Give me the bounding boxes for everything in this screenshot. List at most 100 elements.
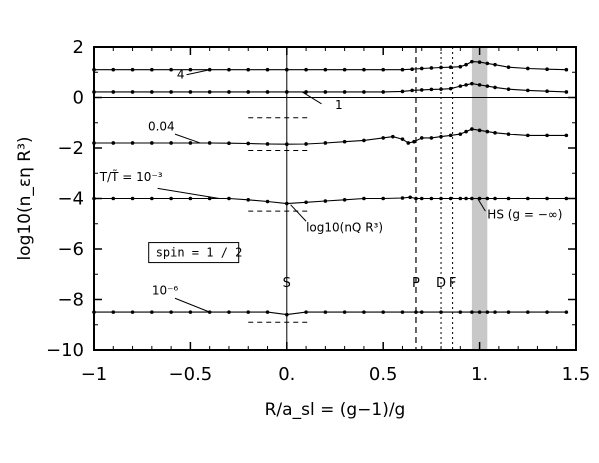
data-point: [506, 87, 511, 91]
data-point: [477, 310, 482, 314]
data-point: [419, 196, 424, 201]
annotation: log10(nQ R³): [306, 220, 383, 234]
series-4: [92, 310, 569, 317]
data-point: [227, 196, 231, 201]
data-point: [485, 129, 490, 134]
data-point: [111, 196, 116, 201]
data-point: [485, 84, 490, 88]
y-tick-label: −4: [57, 189, 84, 210]
series-3: [92, 195, 569, 206]
data-point: [470, 59, 474, 64]
data-point: [493, 310, 497, 314]
data-point: [323, 141, 328, 145]
leader-line: [174, 133, 201, 144]
data-point: [464, 196, 468, 201]
y-tick-label: −6: [57, 239, 84, 260]
data-point: [169, 141, 173, 145]
data-point: [493, 85, 497, 90]
marker-label: P: [412, 276, 420, 291]
series-line: [94, 128, 567, 145]
data-point: [381, 90, 386, 94]
data-point: [485, 310, 490, 314]
data-point: [526, 196, 530, 201]
data-point: [564, 196, 569, 201]
data-point: [188, 196, 193, 201]
x-axis-label: R/a_sl = (g−1)/g: [265, 400, 406, 420]
data-point: [458, 84, 463, 88]
data-point: [470, 127, 474, 131]
marker-label: F: [449, 276, 456, 291]
data-point: [304, 142, 308, 146]
data-point: [227, 310, 231, 314]
data-point: [362, 138, 366, 143]
data-point: [419, 66, 424, 71]
data-point: [526, 133, 530, 138]
spin-box: [148, 242, 240, 264]
data-point: [246, 90, 251, 94]
y-tick-label: 2: [73, 37, 84, 58]
data-point: [458, 196, 463, 201]
data-point: [169, 90, 173, 94]
data-point: [323, 199, 328, 203]
x-tick-label: 1.5: [562, 364, 591, 385]
data-point: [458, 132, 463, 136]
data-point: [400, 196, 405, 200]
x-tick-label: 0.: [278, 364, 295, 385]
data-point: [188, 67, 193, 72]
data-point: [381, 67, 386, 72]
data-point: [545, 67, 549, 72]
data-point: [400, 310, 405, 314]
data-point: [419, 310, 424, 314]
data-point: [412, 139, 416, 144]
data-point: [265, 310, 270, 314]
data-point: [410, 67, 414, 72]
data-point: [150, 90, 154, 94]
data-point: [464, 83, 468, 87]
data-point: [323, 90, 328, 94]
data-point: [400, 67, 405, 72]
data-point: [246, 310, 251, 314]
data-point: [227, 67, 231, 72]
data-point: [429, 87, 434, 92]
data-point: [526, 88, 530, 93]
data-point: [391, 134, 395, 139]
data-point: [381, 310, 386, 314]
data-point: [419, 136, 424, 140]
y-tick-label: −8: [57, 290, 84, 311]
data-point: [526, 66, 530, 71]
data-point: [493, 196, 497, 201]
data-point: [227, 141, 231, 146]
y-tick-label: −2: [57, 138, 84, 159]
data-point: [207, 196, 212, 201]
annotation: T/T̃ = 10⁻³: [99, 170, 163, 184]
data-point: [188, 90, 193, 94]
data-point: [362, 310, 366, 314]
data-point: [485, 61, 490, 66]
data-point: [406, 141, 411, 145]
data-point: [381, 196, 386, 201]
data-point: [342, 139, 347, 144]
data-point: [439, 134, 443, 139]
data-point: [408, 195, 412, 200]
data-point: [477, 60, 482, 64]
data-point: [150, 196, 154, 201]
data-point: [439, 65, 443, 70]
leader-line: [157, 187, 220, 199]
data-point: [477, 83, 482, 87]
data-point: [545, 133, 549, 138]
data-point: [265, 90, 270, 94]
data-point: [429, 66, 434, 70]
annotation: HS (g = −∞): [487, 208, 562, 222]
spin-label: spin = 1 / 2: [156, 246, 243, 260]
data-point: [470, 81, 474, 86]
data-point: [265, 67, 270, 72]
data-point: [285, 201, 289, 206]
data-point: [130, 67, 135, 72]
data-point: [410, 88, 414, 93]
data-point: [464, 62, 468, 67]
data-point: [130, 196, 135, 201]
data-point: [362, 90, 366, 94]
data-point: [362, 67, 366, 72]
data-point: [545, 89, 549, 93]
